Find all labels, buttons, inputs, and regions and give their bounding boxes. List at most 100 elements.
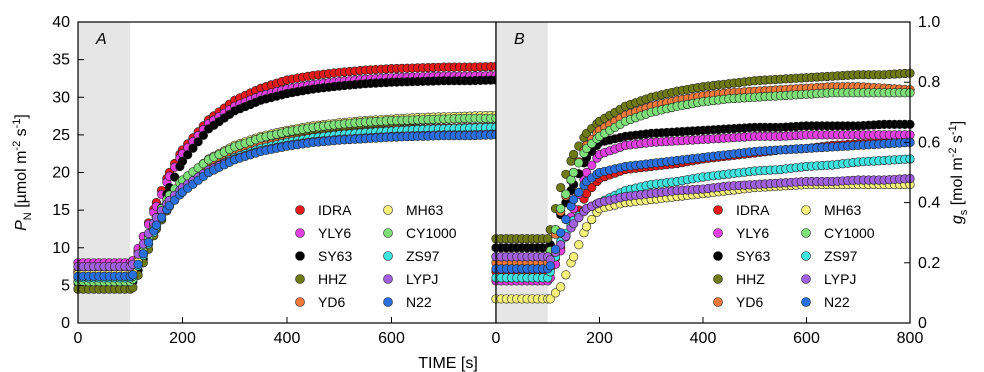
y-tick-label: 10 — [52, 240, 70, 257]
x-axis-title: TIME [s] — [418, 355, 478, 372]
data-point — [157, 212, 167, 222]
data-point — [574, 213, 584, 223]
data-point — [574, 187, 584, 197]
legend: IDRA YLY6 SY63 HHZ YD6 MH63 CY1000 ZS97 LYPJ N22 — [713, 202, 875, 310]
data-point — [193, 137, 203, 147]
legend-label: SY63 — [318, 248, 352, 264]
data-point — [133, 259, 143, 269]
y-axis-title-part: s — [13, 128, 30, 140]
data-point — [151, 220, 161, 230]
panel-a: 0 200 400 600 0 5 10 15 20 25 30 35 40 A PN [µmol m-2 … — [11, 14, 501, 347]
x-tick-label: 200 — [169, 330, 196, 347]
series-cy1000 — [491, 88, 915, 262]
x-tick-label: 0 — [492, 330, 501, 347]
y-tick-label: 0.6 — [918, 134, 940, 151]
y-tick-label: 15 — [52, 202, 70, 219]
x-axis-title-group: TIME [s] — [418, 355, 478, 372]
data-point — [198, 130, 208, 140]
y-axis-title-part: -2 — [947, 148, 959, 158]
y-axis-title-part: g — [949, 215, 966, 224]
y-axis-title: gs [mol m-2 s-1] — [947, 121, 970, 224]
legend-marker — [713, 297, 723, 307]
y-tick-label: 0.2 — [918, 255, 940, 272]
legend-marker — [383, 297, 393, 307]
legend-label: N22 — [824, 294, 850, 310]
legend-marker — [295, 251, 305, 261]
data-point — [543, 234, 553, 244]
series-n22 — [73, 130, 501, 281]
legend-label: ZS97 — [406, 248, 440, 264]
legend-label: IDRA — [318, 202, 352, 218]
y-tick-label: 0 — [61, 315, 70, 332]
legend-marker — [383, 205, 393, 215]
y-axis-title-part: [mol m — [949, 157, 966, 209]
y-tick-label: 1.0 — [918, 14, 940, 31]
y-tick-label: 20 — [52, 165, 70, 182]
y-tick-label: 40 — [52, 14, 70, 31]
data-point — [545, 294, 555, 304]
legend-marker — [801, 251, 811, 261]
legend-label: MH63 — [824, 202, 862, 218]
legend-label: LYPJ — [406, 271, 438, 287]
series-hhz — [491, 68, 915, 244]
legend-marker — [801, 228, 811, 238]
data-point — [556, 228, 566, 238]
data-point — [581, 222, 592, 232]
legend-label: CY1000 — [824, 225, 875, 241]
legend-label: LYPJ — [824, 271, 856, 287]
legend-label: N22 — [406, 294, 432, 310]
legend-marker — [383, 251, 393, 261]
x-tick-label: 600 — [378, 330, 405, 347]
y-axis-title-part: -1 — [11, 119, 23, 129]
data-point — [569, 167, 579, 178]
x-tick-label: 400 — [274, 330, 301, 347]
legend-marker — [801, 274, 811, 284]
y-tick-label: 30 — [52, 89, 70, 106]
y-axis-title-part: [µmol m — [13, 151, 30, 213]
data-point — [143, 237, 154, 247]
data-point — [170, 172, 180, 182]
y-tick-label: 0.4 — [918, 195, 940, 212]
data-point — [183, 150, 193, 160]
data-point — [569, 252, 579, 262]
x-tick-label: 400 — [690, 330, 717, 347]
y-axis-title-part: -1 — [947, 125, 959, 135]
data-point — [550, 288, 561, 298]
data-point — [587, 214, 597, 225]
data-point — [574, 158, 584, 168]
legend-label: YLY6 — [736, 225, 769, 241]
data-point — [138, 249, 148, 259]
panel-label: B — [514, 31, 525, 48]
y-tick-label: 5 — [61, 277, 70, 294]
data-point — [561, 270, 571, 280]
data-point — [545, 261, 555, 271]
y-axis-title-part: s — [958, 209, 970, 215]
y-tick-label: 35 — [52, 52, 70, 69]
legend: IDRA YLY6 SY63 HHZ YD6 MH63 CY1000 ZS97 LYPJ N22 — [295, 202, 457, 310]
legend-label: YD6 — [736, 294, 763, 310]
legend-marker — [383, 274, 393, 284]
legend-marker — [295, 274, 305, 284]
legend-marker — [383, 228, 393, 238]
data-point — [556, 182, 566, 193]
y-tick-label: 0 — [918, 315, 927, 332]
legend-label: ZS97 — [824, 248, 858, 264]
legend-marker — [713, 251, 723, 261]
data-point — [569, 149, 579, 160]
y-axis-title-part: P — [13, 220, 30, 231]
legend-label: HHZ — [318, 271, 347, 287]
data-point — [561, 189, 571, 199]
data-point — [574, 240, 584, 250]
legend-marker — [295, 297, 305, 307]
data-point — [128, 270, 138, 280]
data-point — [188, 143, 198, 153]
legend-label: MH63 — [406, 202, 444, 218]
x-tick-label: 800 — [897, 330, 924, 347]
y-tick-label: 25 — [52, 127, 70, 144]
legend-label: HHZ — [736, 271, 765, 287]
y-axis-title-part: ] — [13, 114, 30, 118]
y-axis-title-part: -2 — [11, 141, 23, 151]
legend-label: SY63 — [736, 248, 770, 264]
